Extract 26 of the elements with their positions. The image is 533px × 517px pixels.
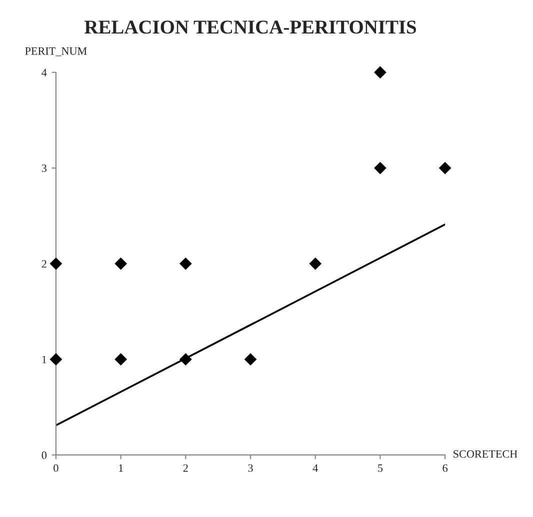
y-tick-label: 0 <box>42 451 47 459</box>
y-tick-label: 3 <box>42 164 47 172</box>
point <box>309 257 322 270</box>
x-tick-label: 5 <box>378 464 383 472</box>
x-tick-label: 1 <box>119 464 123 472</box>
x-tick-label: 6 <box>442 464 448 472</box>
point <box>179 257 192 270</box>
y-tick-label: 4 <box>42 68 47 76</box>
point <box>438 162 452 174</box>
point <box>244 353 257 366</box>
point <box>179 353 192 366</box>
point <box>374 66 386 79</box>
point <box>50 353 62 366</box>
y-tick-label: 2 <box>42 260 46 268</box>
x-axis-title: SCORETECH <box>454 450 518 458</box>
y-tick-label: 1 <box>42 356 46 364</box>
point <box>374 162 386 174</box>
point <box>114 257 128 270</box>
x-tick-label: 4 <box>312 464 318 472</box>
y-axis-title: PERIT_NUM <box>25 47 87 56</box>
point <box>50 257 62 270</box>
x-tick-label: 3 <box>248 464 253 472</box>
point <box>114 353 128 366</box>
x-tick-label: 0 <box>54 464 58 472</box>
chart-title: RELACION TECNICA-PERITONITIS <box>84 20 416 34</box>
x-tick-label: 2 <box>183 464 188 472</box>
